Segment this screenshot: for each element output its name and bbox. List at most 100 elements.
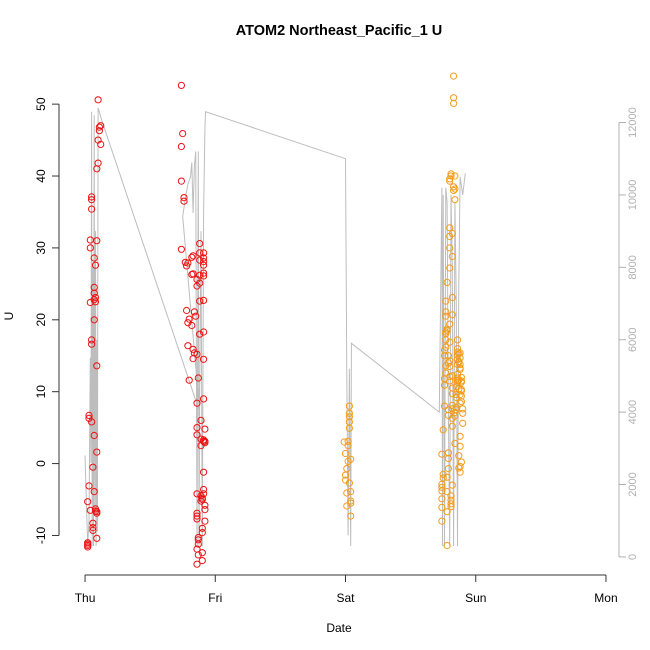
data-point-series-2 <box>451 172 459 180</box>
data-point-series-1 <box>185 376 193 384</box>
data-point-series-1 <box>196 330 204 338</box>
data-point-series-1 <box>90 431 98 440</box>
data-point-series-1 <box>189 345 197 353</box>
data-point-series-2 <box>446 357 454 365</box>
data-point-series-1 <box>196 297 204 305</box>
data-point-series-1 <box>197 416 205 424</box>
x-tick-label: Thu <box>75 591 96 605</box>
data-point-series-2 <box>446 244 454 252</box>
x-axis-label: Date <box>326 621 352 635</box>
data-point-series-2 <box>451 185 459 193</box>
data-point-series-2 <box>459 405 467 413</box>
data-point-series-2 <box>438 517 446 525</box>
data-point-series-2 <box>438 483 446 491</box>
data-point-series-2 <box>451 196 459 204</box>
data-point-series-2 <box>456 360 464 368</box>
data-point-series-1 <box>88 340 96 348</box>
data-point-series-1 <box>198 557 206 565</box>
data-point-series-2 <box>343 465 351 473</box>
data-point-series-1 <box>196 240 204 248</box>
data-point-series-1 <box>200 272 208 280</box>
data-point-series-2 <box>452 391 460 399</box>
data-point-series-2 <box>442 369 450 377</box>
data-point-series-2 <box>444 454 452 463</box>
data-point-series-1 <box>88 196 96 204</box>
data-point-series-2 <box>344 437 352 445</box>
data-point-series-2 <box>443 541 451 550</box>
data-point-series-2 <box>456 468 464 476</box>
data-point-series-2 <box>442 312 450 320</box>
y-tick-label: 50 <box>34 97 48 111</box>
data-point-series-1 <box>177 177 185 185</box>
data-point-series-2 <box>438 503 446 511</box>
data-point-series-1 <box>196 279 204 287</box>
data-point-series-1 <box>200 468 208 476</box>
data-point-series-1 <box>93 362 101 370</box>
data-point-series-1 <box>86 244 94 252</box>
data-point-series-2 <box>450 99 458 108</box>
depth-trace-line <box>84 107 466 547</box>
data-point-series-1 <box>91 293 100 302</box>
data-point-series-1 <box>89 519 97 527</box>
data-point-series-1 <box>89 526 97 535</box>
data-point-series-2 <box>340 438 348 446</box>
data-point-series-1 <box>90 254 98 262</box>
data-point-series-2 <box>347 455 355 463</box>
data-point-series-1 <box>200 395 208 403</box>
data-point-series-1 <box>201 506 209 514</box>
data-point-series-1 <box>193 560 201 568</box>
data-point-series-2 <box>347 499 355 507</box>
data-point-series-1 <box>201 517 209 525</box>
data-point-series-1 <box>89 524 97 532</box>
x-tick-label: Fri <box>208 591 222 605</box>
data-point-series-2 <box>450 72 458 80</box>
data-point-series-1 <box>185 315 193 323</box>
data-point-series-1 <box>188 253 196 261</box>
data-point-series-2 <box>442 297 450 305</box>
data-point-series-1 <box>200 269 208 277</box>
data-point-series-2 <box>438 495 446 503</box>
data-point-series-1 <box>177 81 185 90</box>
data-point-series-2 <box>447 500 455 508</box>
data-point-series-2 <box>444 406 452 414</box>
data-point-series-1 <box>179 130 187 138</box>
data-point-series-1 <box>97 140 105 148</box>
data-point-series-2 <box>447 503 455 511</box>
data-point-series-2 <box>444 352 452 360</box>
data-point-series-2 <box>456 432 464 440</box>
data-point-series-1 <box>196 271 204 279</box>
data-point-series-2 <box>456 349 464 357</box>
data-point-series-1 <box>198 529 206 537</box>
right-axis-tick-label: 4000 <box>627 400 639 424</box>
data-point-series-2 <box>345 402 353 410</box>
data-point-series-1 <box>184 342 192 350</box>
data-point-series-2 <box>440 402 449 410</box>
data-point-series-2 <box>459 419 467 427</box>
data-point-series-1 <box>194 536 202 544</box>
data-point-series-1 <box>86 506 94 514</box>
data-point-series-1 <box>194 374 202 382</box>
data-point-series-1 <box>198 549 206 557</box>
data-point-series-2 <box>446 177 454 185</box>
data-point-series-2 <box>448 422 456 430</box>
data-point-series-2 <box>344 442 352 450</box>
y-tick-label: 10 <box>34 385 48 399</box>
y-tick-label: 40 <box>34 169 48 183</box>
data-point-series-1 <box>200 355 208 363</box>
x-tick-label: Sat <box>337 591 356 605</box>
data-point-series-1 <box>200 485 208 494</box>
data-point-series-1 <box>177 245 185 253</box>
data-point-series-1 <box>192 312 200 320</box>
data-point-series-1 <box>189 355 197 363</box>
data-point-series-1 <box>93 534 101 542</box>
data-point-series-1 <box>200 249 208 257</box>
data-point-series-2 <box>443 278 451 286</box>
data-point-series-1 <box>196 256 204 264</box>
data-point-series-2 <box>457 458 465 466</box>
data-point-series-1 <box>193 512 201 520</box>
y-tick-label: 30 <box>34 241 48 255</box>
data-point-series-2 <box>448 311 456 319</box>
data-point-series-1 <box>90 283 98 291</box>
data-point-series-2 <box>347 488 355 496</box>
